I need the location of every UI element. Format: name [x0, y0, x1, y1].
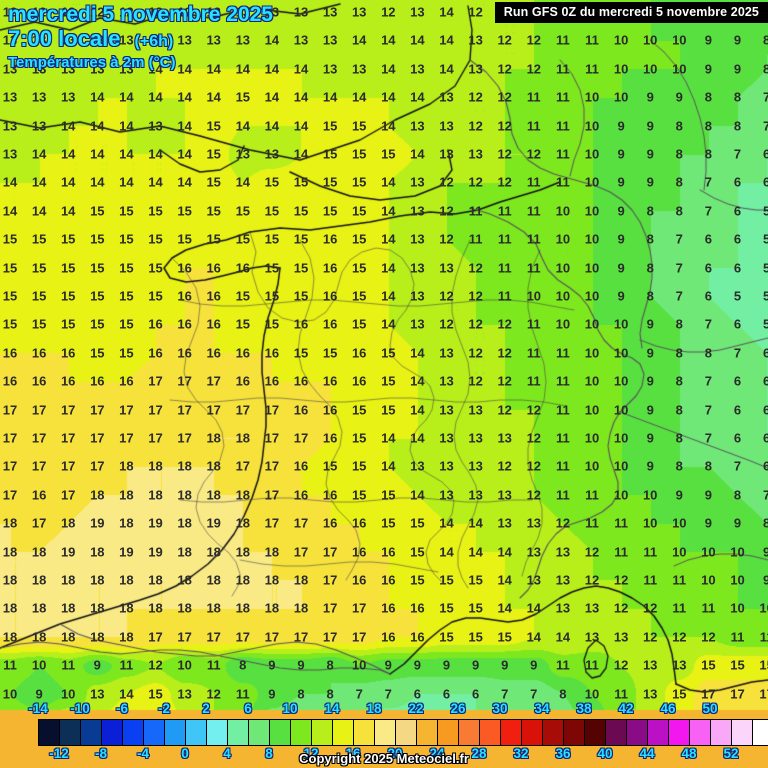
color-scale-tick-label: 30 [492, 701, 508, 716]
color-scale-swatch [732, 720, 753, 745]
color-scale-swatch [585, 720, 606, 745]
color-scale-tick-label: 6 [244, 701, 252, 716]
color-scale-tick-label: 18 [366, 701, 382, 716]
color-scale-tick-label: 40 [597, 746, 613, 761]
color-scale-tick-label: -14 [28, 701, 48, 716]
map-title-block: mercredi 5 novembre 2025 7:00 locale (+6h… [8, 3, 274, 72]
color-scale-tick-label: 42 [618, 701, 634, 716]
color-scale-swatch [165, 720, 186, 745]
color-scale-tick-label: 14 [324, 701, 340, 716]
color-scale-swatch [627, 720, 648, 745]
color-scale-tick-label: 10 [282, 701, 298, 716]
color-scale-swatches [38, 719, 768, 746]
map-title-date: mercredi 5 novembre 2025 [8, 3, 274, 27]
color-scale-tick-label: -4 [136, 746, 150, 761]
map-title-parameter: Températures à 2m (°C) [8, 54, 176, 72]
color-scale-tick-label: 34 [534, 701, 550, 716]
color-scale-swatch [249, 720, 270, 745]
color-scale-swatch [606, 720, 627, 745]
color-scale-swatch [186, 720, 207, 745]
color-scale-swatch [438, 720, 459, 745]
color-scale-tick-label: -2 [157, 701, 171, 716]
color-scale-swatch [564, 720, 585, 745]
color-scale-swatch [396, 720, 417, 745]
color-scale-swatch [480, 720, 501, 745]
color-scale-swatch [375, 720, 396, 745]
color-scale-swatch [501, 720, 522, 745]
color-scale-swatch [312, 720, 333, 745]
color-scale-swatch [459, 720, 480, 745]
color-scale-tick-label: 0 [181, 746, 189, 761]
color-scale-swatch [102, 720, 123, 745]
copyright-notice: Copyright 2025 Meteociel.fr [299, 751, 469, 766]
color-scale-tick-label: -10 [70, 701, 90, 716]
model-run-banner: Run GFS 0Z du mercredi 5 novembre 2025 [494, 2, 768, 23]
color-scale-swatch [207, 720, 228, 745]
color-scale-tick-label: -8 [94, 746, 108, 761]
color-scale-swatch [228, 720, 249, 745]
color-scale-swatch [81, 720, 102, 745]
color-scale-swatch [711, 720, 732, 745]
color-scale-swatch [753, 720, 768, 745]
color-scale-tick-label: -12 [49, 746, 69, 761]
color-scale-tick-label: 50 [702, 701, 718, 716]
color-scale-swatch [291, 720, 312, 745]
map-title-offset: (+6h) [134, 33, 174, 51]
color-scale-tick-label: 48 [681, 746, 697, 761]
color-scale-swatch [417, 720, 438, 745]
color-scale-swatch [39, 720, 60, 745]
color-scale-tick-label: 26 [450, 701, 466, 716]
color-scale-tick-label: 22 [408, 701, 424, 716]
color-scale-tick-label: 4 [223, 746, 231, 761]
color-scale-tick-label: 44 [639, 746, 655, 761]
color-scale-swatch [333, 720, 354, 745]
color-scale-swatch [144, 720, 165, 745]
color-scale-tick-label: 2 [202, 701, 210, 716]
color-scale-swatch [648, 720, 669, 745]
color-scale-swatch [354, 720, 375, 745]
color-scale-swatch [522, 720, 543, 745]
color-scale-tick-label: 46 [660, 701, 676, 716]
color-scale-tick-label: 36 [555, 746, 571, 761]
map-title-hour-line: 7:00 locale (+6h) [8, 27, 273, 51]
color-scale-tick-label: 38 [576, 701, 592, 716]
color-scale-swatch [543, 720, 564, 745]
color-scale-swatch [669, 720, 690, 745]
color-scale-swatch [270, 720, 291, 745]
color-scale-swatch [123, 720, 144, 745]
color-scale-tick-label: 32 [513, 746, 529, 761]
color-scale-tick-label: 8 [265, 746, 273, 761]
color-scale-swatch [690, 720, 711, 745]
color-scale-tick-label: 52 [723, 746, 739, 761]
color-scale-swatch [60, 720, 81, 745]
map-title-hour: 7:00 locale [8, 26, 122, 52]
color-scale-tick-label: 28 [471, 746, 487, 761]
color-scale-tick-label: -6 [115, 701, 129, 716]
